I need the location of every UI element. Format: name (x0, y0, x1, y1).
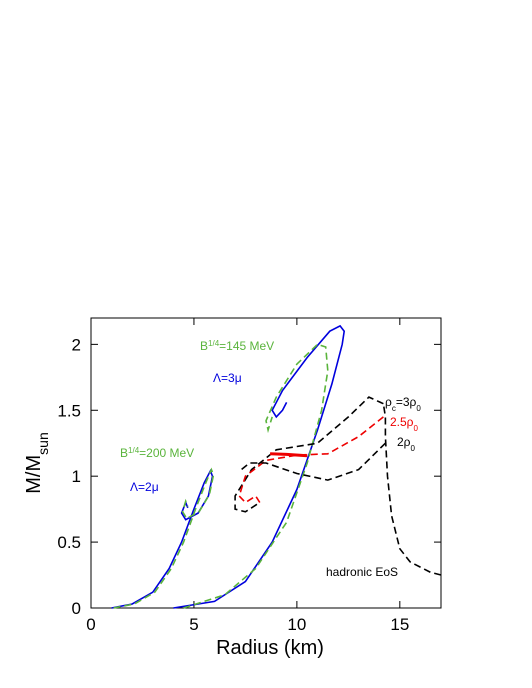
annotation: Λ=3μ (213, 371, 242, 385)
annotation-part: 0 (414, 424, 419, 433)
x-tick-label: 15 (390, 615, 409, 634)
annotation-part: ρ (385, 395, 392, 409)
annotation-part: B (120, 446, 128, 460)
curve (382, 403, 442, 576)
y-label-sub: sun (35, 432, 51, 455)
annotation-part: 0 (411, 444, 416, 453)
annotation: 2ρ0 (397, 435, 416, 453)
y-tick-label: 1 (72, 467, 81, 486)
curve (270, 452, 308, 458)
annotation-part: 2ρ (397, 435, 411, 449)
y-tick-label: 2 (72, 335, 81, 354)
x-tick-label: 10 (287, 615, 306, 634)
annotation-part: =200 MeV (139, 446, 194, 460)
y-tick-label: 0.5 (57, 533, 81, 552)
y-axis-label: M/Msun (23, 432, 51, 493)
annotation-part: 2.5ρ (390, 415, 414, 429)
curve (238, 416, 384, 504)
y-tick-label: 1.5 (57, 401, 81, 420)
annotation-part: Λ=2μ (130, 480, 159, 494)
curve (113, 467, 215, 609)
y-tick-label: 0 (72, 599, 81, 618)
annotation-part: hadronic EoS (326, 565, 398, 579)
annotation: hadronic EoS (326, 565, 398, 579)
curve (173, 324, 346, 609)
annotation: ρc=3ρ0 (385, 395, 421, 413)
annotation-part: 1/4 (208, 339, 220, 348)
curve (111, 468, 214, 609)
curve (183, 343, 329, 609)
annotation-part: c (392, 404, 396, 413)
curve (240, 442, 386, 481)
x-tick-label: 5 (189, 615, 198, 634)
annotation: Λ=2μ (130, 480, 159, 494)
annotation-part: =3ρ (396, 395, 417, 409)
x-axis-label: Radius (km) (216, 637, 324, 659)
annotation-part: 1/4 (128, 446, 140, 455)
annotation-part: B (200, 339, 208, 353)
y-label-main: M/M (23, 455, 45, 494)
annotation: B1/4=200 MeV (120, 446, 194, 461)
plot-frame (90, 317, 442, 609)
annotation-part: 0 (416, 404, 421, 413)
annotation: B1/4=145 MeV (200, 339, 274, 354)
annotation-part: Λ=3μ (213, 371, 242, 385)
annotation-part: =145 MeV (219, 339, 274, 353)
annotation: 2.5ρ0 (390, 415, 419, 433)
x-tick-label: 0 (86, 615, 95, 634)
